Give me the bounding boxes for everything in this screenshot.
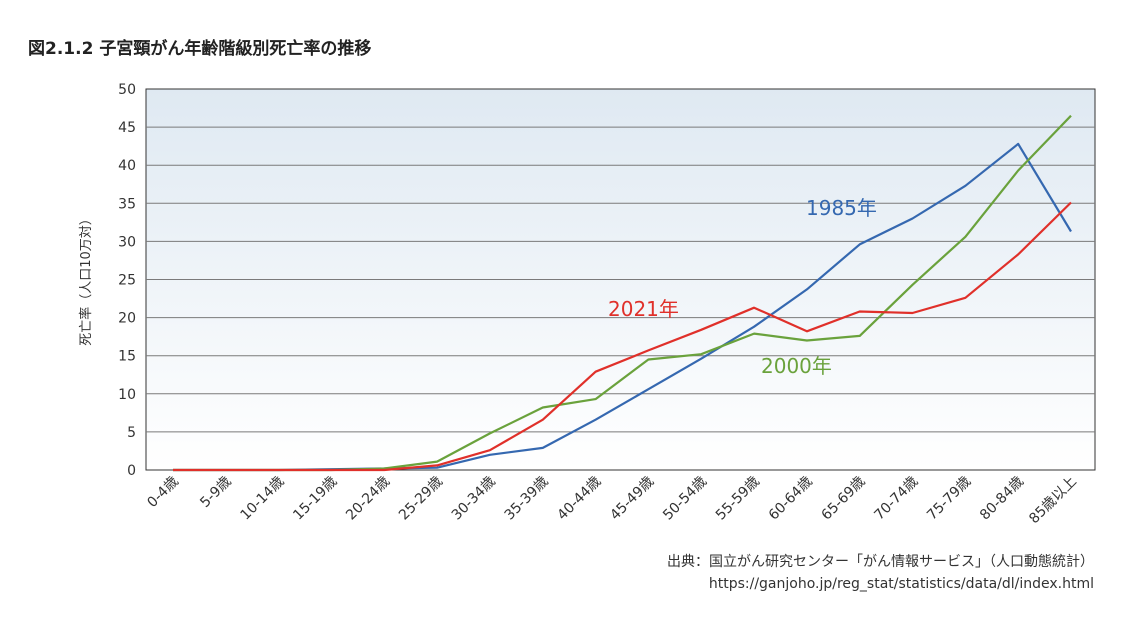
x-tick-label: 35-39歳 [502, 474, 552, 524]
y-tick-label: 10 [118, 387, 136, 403]
x-tick-label: 65-69歳 [819, 474, 869, 524]
x-tick-label: 75-79歳 [924, 474, 974, 524]
y-tick-label: 5 [127, 425, 136, 441]
source-url: https://ganjoho.jp/reg_stat/statistics/d… [708, 576, 1094, 592]
y-tick-label: 50 [118, 82, 136, 98]
x-tick-label: 10-14歳 [237, 474, 287, 524]
y-tick-label: 35 [118, 196, 136, 212]
y-tick-label: 15 [118, 349, 136, 365]
series-label-2021年: 2021年 [608, 297, 679, 321]
x-tick-label: 0-4歳 [144, 474, 181, 511]
series-lines [173, 114, 1072, 472]
y-tick-label: 0 [127, 463, 136, 479]
x-tick-label: 85歳以上 [1026, 474, 1080, 528]
figure-title: 図2.1.2 子宮頸がん年齢階級別死亡率の推移 [28, 39, 372, 59]
x-tick-labels: 0-4歳 5-9歳 10-14歳 15-19歳 20-24歳 25-29歳 30-34歳 35… [144, 474, 1079, 528]
x-tick-label: 20-24歳 [343, 474, 393, 524]
y-tick-label: 40 [118, 158, 136, 174]
y-tick-label: 25 [118, 273, 136, 289]
x-tick-label: 45-49歳 [607, 474, 657, 524]
x-tick-label: 50-54歳 [660, 474, 710, 524]
x-tick-label: 15-19歳 [290, 474, 340, 524]
x-tick-label: 80-84歳 [977, 474, 1027, 524]
series-line-2021年 [173, 201, 1072, 472]
source-note: 出典：国立がん研究センター「がん情報サービス」（人口動態統計） https://… [667, 551, 1094, 595]
x-tick-label: 70-74歳 [871, 474, 921, 524]
source-citation: 出典：国立がん研究センター「がん情報サービス」（人口動態統計） [667, 554, 1094, 570]
x-tick-label: 5-9歳 [197, 474, 234, 511]
x-tick-label: 60-64歳 [766, 474, 816, 524]
x-tick-label: 55-59歳 [713, 474, 763, 524]
y-tick-label: 30 [118, 234, 136, 250]
y-tick-labels: 0 5 10 15 20 25 30 35 40 45 50 [118, 82, 136, 479]
x-tick-label: 40-44歳 [554, 474, 604, 524]
y-tick-label: 45 [118, 120, 136, 136]
series-label-2000年: 2000年 [761, 354, 832, 378]
x-tick-label: 25-29歳 [396, 474, 446, 524]
y-axis-label: 死亡率（人口10万対） [78, 212, 94, 346]
series-label-1985年: 1985年 [806, 196, 877, 220]
y-tick-label: 20 [118, 311, 136, 327]
series-labels: 1985年 2000年 2021年 [608, 196, 877, 378]
x-tick-label: 30-34歳 [449, 474, 499, 524]
